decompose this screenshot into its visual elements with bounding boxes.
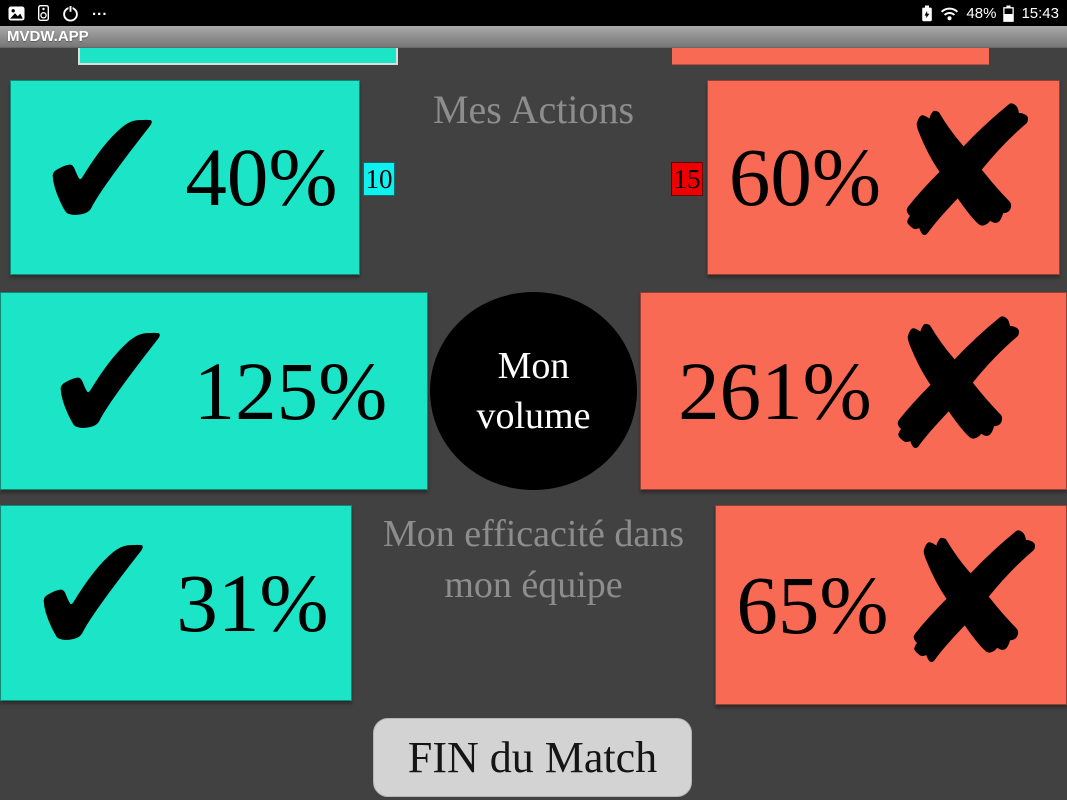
volume-success-tile[interactable]: ✔ 125% — [0, 281, 428, 490]
battery-percent-text: 48% — [966, 4, 997, 22]
team-efficiency-success-tile[interactable]: ✔ 31% — [0, 493, 352, 701]
app-title: MVDW.APP — [7, 28, 89, 45]
app-bar: MVDW.APP — [0, 26, 1067, 48]
volume-fail-tile[interactable]: 261% ✘ — [640, 292, 1067, 490]
volume-fail-value: 261% — [678, 344, 872, 437]
volume-label-line2: volume — [476, 395, 591, 437]
team-efficiency-fail-value: 65% — [736, 558, 889, 651]
check-icon: ✔ — [35, 281, 187, 485]
actions-fail-count-badge: 15 — [671, 162, 703, 196]
team-efficiency-fail-tile[interactable]: 65% ✘ — [715, 505, 1067, 705]
wifi-icon — [940, 6, 959, 21]
efficiency-label-line1: Mon efficacité dans — [382, 513, 685, 555]
cross-icon: ✘ — [873, 283, 1035, 490]
actions-fail-tile[interactable]: 60% ✘ — [707, 80, 1060, 275]
end-match-button[interactable]: FIN du Match — [373, 718, 692, 797]
top-fail-bar-partial[interactable] — [672, 48, 989, 65]
battery-icon — [1003, 5, 1015, 22]
efficiency-label-line2: mon équipe — [444, 564, 623, 607]
overflow-ellipsis: ... — [92, 1, 108, 19]
check-icon: ✔ — [27, 67, 179, 272]
volume-circle-label: Mon volume — [430, 292, 637, 490]
cross-icon: ✘ — [883, 69, 1045, 277]
section-title-team-efficiency: Mon efficacité dans mon équipe — [353, 509, 714, 612]
speaker-notification-icon — [38, 5, 49, 21]
section-title-actions: Mes Actions — [432, 87, 635, 132]
actions-success-value: 40% — [185, 131, 338, 223]
clock-text: 15:43 — [1021, 4, 1059, 22]
actions-success-count-badge: 10 — [363, 162, 395, 196]
image-notification-icon — [8, 6, 25, 21]
actions-fail-value: 60% — [728, 131, 881, 223]
check-icon: ✔ — [18, 493, 170, 697]
cross-icon: ✘ — [890, 497, 1052, 704]
team-efficiency-success-value: 31% — [176, 556, 329, 649]
actions-success-tile[interactable]: ✔ 40% — [10, 67, 360, 275]
top-success-bar-partial[interactable] — [78, 48, 398, 65]
battery-saver-icon — [921, 5, 933, 22]
status-bar-left: ... — [8, 1, 108, 22]
volume-success-value: 125% — [193, 344, 388, 437]
status-bar-right: 48% 15:43 — [921, 5, 1059, 22]
status-bar: ... 48% — [0, 0, 1067, 26]
power-notification-icon — [62, 5, 79, 22]
volume-label-line1: Mon — [497, 344, 570, 387]
